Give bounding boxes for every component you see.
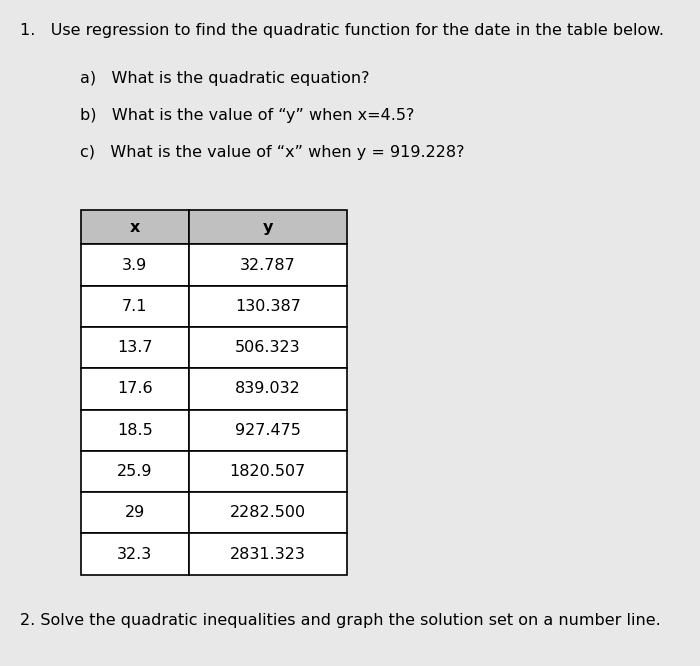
Text: a)   What is the quadratic equation?: a) What is the quadratic equation? <box>80 71 370 87</box>
Bar <box>80 368 189 410</box>
Bar <box>80 451 189 492</box>
Text: 18.5: 18.5 <box>117 423 153 438</box>
Text: 13.7: 13.7 <box>117 340 153 355</box>
Bar <box>80 210 189 244</box>
Text: y: y <box>262 220 273 234</box>
Text: 927.475: 927.475 <box>234 423 301 438</box>
Bar <box>189 410 346 451</box>
Bar <box>80 533 189 575</box>
Bar <box>80 492 189 533</box>
Text: b)   What is the value of “y” when x=4.5?: b) What is the value of “y” when x=4.5? <box>80 108 415 123</box>
Bar <box>189 368 346 410</box>
Text: 1.   Use regression to find the quadratic function for the date in the table bel: 1. Use regression to find the quadratic … <box>20 23 664 39</box>
Text: 839.032: 839.032 <box>235 382 300 396</box>
Text: 7.1: 7.1 <box>122 299 148 314</box>
Bar <box>80 410 189 451</box>
Text: 17.6: 17.6 <box>117 382 153 396</box>
Text: 2. Solve the quadratic inequalities and graph the solution set on a number line.: 2. Solve the quadratic inequalities and … <box>20 613 660 629</box>
Bar <box>189 533 346 575</box>
Bar <box>80 286 189 327</box>
Bar <box>189 492 346 533</box>
Text: 3.9: 3.9 <box>122 258 148 272</box>
Text: 2831.323: 2831.323 <box>230 547 306 561</box>
Text: 506.323: 506.323 <box>235 340 300 355</box>
Text: c)   What is the value of “x” when y = 919.228?: c) What is the value of “x” when y = 919… <box>80 145 465 160</box>
Bar <box>80 327 189 368</box>
Bar <box>189 244 346 286</box>
Text: 130.387: 130.387 <box>234 299 301 314</box>
Text: x: x <box>130 220 140 234</box>
Bar <box>189 451 346 492</box>
Text: 1820.507: 1820.507 <box>230 464 306 479</box>
Text: 25.9: 25.9 <box>117 464 153 479</box>
Bar <box>189 327 346 368</box>
Text: 32.3: 32.3 <box>117 547 153 561</box>
Bar <box>189 286 346 327</box>
Text: 32.787: 32.787 <box>240 258 295 272</box>
Bar <box>189 210 346 244</box>
Bar <box>80 244 189 286</box>
Text: 29: 29 <box>125 505 145 520</box>
Text: 2282.500: 2282.500 <box>230 505 306 520</box>
